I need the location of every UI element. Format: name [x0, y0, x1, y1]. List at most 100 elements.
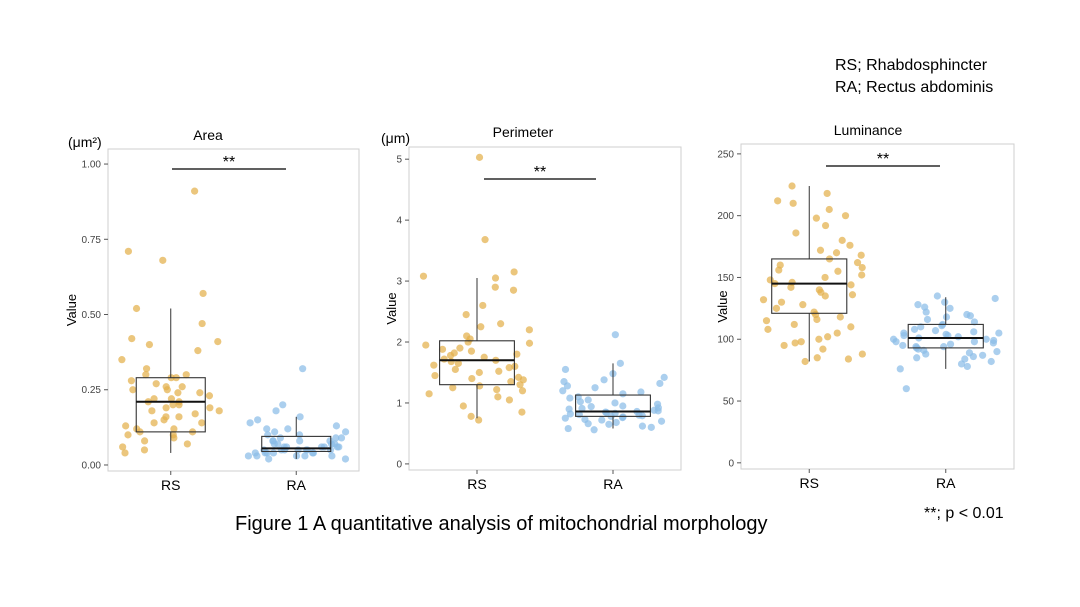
data-point-rs	[119, 443, 127, 451]
data-point-ra	[957, 360, 966, 368]
y-tick-label: 3	[396, 277, 402, 288]
plot-border	[408, 146, 682, 471]
data-point-rs	[853, 259, 862, 267]
data-point-ra	[954, 333, 962, 341]
data-point-rs	[129, 386, 137, 394]
data-point-ra	[942, 313, 951, 321]
data-point-ra	[301, 452, 309, 460]
data-point-ra	[938, 322, 946, 330]
y-tick-label: 200	[717, 211, 734, 222]
data-point-ra	[900, 331, 908, 340]
data-point-ra	[979, 351, 987, 359]
chart-title: Perimeter	[493, 124, 554, 140]
data-point-ra	[995, 329, 1003, 337]
data-point-ra	[923, 315, 932, 324]
data-point-rs	[832, 249, 841, 257]
data-point-rs	[813, 315, 821, 324]
y-tick-label: 150	[717, 273, 734, 284]
data-point-rs	[462, 310, 470, 319]
data-point-rs	[525, 326, 533, 334]
data-point-ra	[264, 431, 272, 439]
data-point-rs	[519, 376, 527, 384]
data-point-rs	[505, 364, 513, 372]
data-point-rs	[481, 236, 489, 244]
data-point-rs	[124, 247, 132, 255]
data-point-rs	[132, 304, 141, 313]
data-point-ra	[265, 455, 273, 463]
data-point-ra	[269, 437, 277, 445]
data-point-rs	[142, 371, 150, 379]
data-point-rs	[833, 329, 841, 337]
data-point-ra	[560, 378, 568, 386]
data-point-ra	[296, 413, 304, 421]
data-point-rs	[141, 437, 149, 445]
data-point-ra	[913, 354, 921, 362]
data-point-rs	[858, 263, 866, 272]
data-point-rs	[422, 341, 430, 349]
data-point-ra	[896, 365, 904, 373]
data-point-ra	[946, 340, 955, 348]
data-point-ra	[946, 304, 954, 312]
data-point-rs	[792, 229, 800, 237]
data-point-ra	[566, 394, 574, 402]
x-tick-label-ra: RA	[287, 477, 307, 493]
data-point-rs	[205, 392, 214, 400]
figure-caption: Figure 1 A quantitative analysis of mito…	[235, 513, 768, 535]
legend-ra: RA; Rectus abdominis	[835, 79, 994, 96]
data-point-ra	[561, 365, 570, 374]
data-point-rs	[836, 313, 844, 321]
data-point-rs	[801, 357, 809, 366]
data-point-rs	[841, 212, 850, 220]
data-point-ra	[654, 407, 662, 415]
data-point-ra	[309, 449, 317, 457]
data-point-rs	[816, 246, 825, 254]
data-point-ra	[332, 434, 340, 442]
data-point-ra	[660, 373, 668, 381]
data-point-rs	[447, 357, 455, 366]
plot-border	[740, 143, 1015, 470]
data-point-rs	[140, 446, 149, 454]
data-point-rs	[464, 338, 472, 346]
data-point-rs	[194, 347, 202, 355]
data-point-ra	[299, 365, 307, 373]
data-point-ra	[600, 376, 608, 384]
data-point-rs	[152, 380, 160, 388]
data-point-ra	[619, 390, 627, 398]
data-point-ra	[931, 326, 940, 335]
unit-label: (μm)	[381, 130, 410, 146]
data-point-rs	[821, 221, 830, 230]
data-point-rs	[178, 383, 186, 391]
y-tick-label: 1.00	[82, 160, 102, 171]
unit-label: (μm²)	[68, 134, 102, 150]
y-tick-label: 0.25	[82, 385, 102, 396]
data-point-rs	[191, 187, 199, 195]
data-point-rs	[494, 393, 502, 401]
data-point-rs	[821, 292, 829, 300]
data-point-rs	[858, 271, 866, 279]
data-point-ra	[261, 449, 269, 457]
data-point-rs	[142, 365, 151, 373]
data-point-rs	[825, 205, 833, 214]
data-point-rs	[815, 335, 823, 343]
data-point-rs	[518, 387, 527, 395]
data-point-rs	[121, 449, 129, 457]
data-point-rs	[493, 385, 501, 394]
data-point-rs	[848, 291, 857, 299]
data-point-rs	[777, 298, 786, 306]
data-point-rs	[468, 374, 476, 383]
data-point-rs	[196, 389, 204, 397]
data-point-rs	[774, 197, 782, 205]
data-point-rs	[491, 274, 500, 282]
data-point-rs	[183, 440, 191, 448]
data-point-rs	[525, 339, 534, 347]
data-point-rs	[788, 182, 796, 190]
y-tick-label: 5	[396, 155, 402, 166]
data-point-rs	[118, 356, 126, 364]
x-tick-label-rs: RS	[800, 475, 819, 491]
data-point-ra	[611, 331, 619, 339]
data-point-ra	[966, 312, 974, 320]
x-tick-label-rs: RS	[161, 477, 180, 493]
data-point-rs	[479, 301, 487, 310]
data-point-ra	[279, 401, 287, 409]
